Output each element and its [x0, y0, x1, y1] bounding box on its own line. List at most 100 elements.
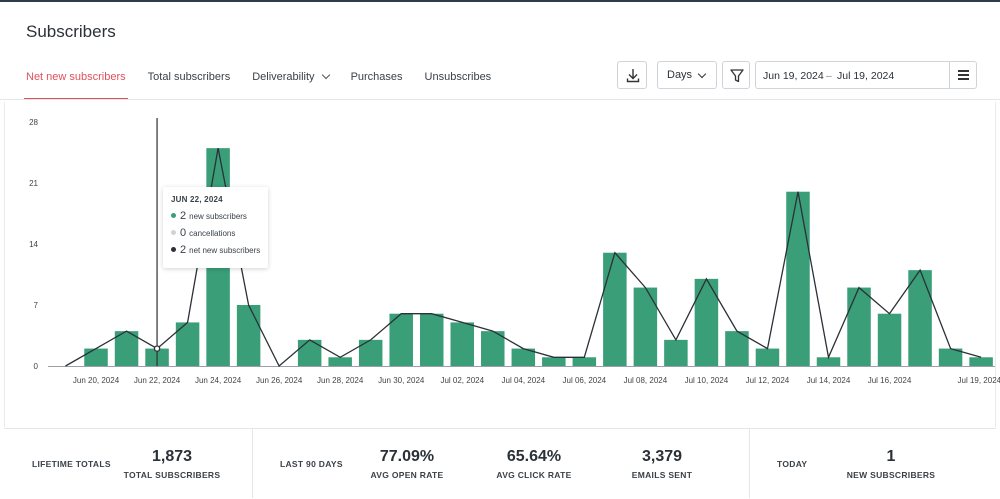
tab-purchases[interactable]: Purchases: [350, 71, 403, 83]
x-tick-label: Jul 14, 2024: [807, 376, 851, 385]
y-tick-label: 7: [34, 301, 39, 310]
stats-divider: [749, 429, 750, 498]
top-border: [0, 0, 1000, 2]
legend-dot: [171, 230, 176, 235]
bar: [908, 270, 932, 366]
tooltip-value: 2: [180, 244, 187, 256]
bar: [450, 322, 475, 366]
chevron-down-icon: [697, 69, 707, 79]
bar: [297, 339, 322, 366]
tab-unsubscribes[interactable]: Unsubscribes: [424, 71, 492, 83]
tooltip-label: cancellations: [189, 229, 236, 238]
bar: [969, 357, 993, 366]
total-subscribers-label: TOTAL SUBSCRIBERS: [123, 470, 221, 480]
y-tick-label: 21: [29, 179, 38, 188]
x-tick-label: Jun 20, 2024: [73, 376, 120, 385]
tooltip-value: 0: [180, 227, 187, 239]
tooltip-row-new: 2 new subscribers: [171, 210, 247, 222]
legend-dot: [171, 247, 176, 252]
total-subscribers-value: 1,873: [151, 448, 193, 465]
tooltip-value: 2: [180, 210, 187, 222]
hover-point: [153, 345, 161, 352]
date-from[interactable]: Jun 19, 2024: [763, 70, 824, 82]
bar: [511, 348, 536, 366]
bar: [84, 348, 108, 366]
tab-net-new-subscribers[interactable]: Net new subscribers: [24, 66, 128, 100]
x-tick-label: Jun 24, 2024: [195, 376, 242, 385]
x-tick-label: Jul 10, 2024: [685, 376, 729, 385]
chart-tooltip: JUN 22, 2024 2 new subscribers 0 cancellat…: [163, 187, 268, 268]
bar: [572, 357, 597, 366]
x-tick-label: Jul 08, 2024: [624, 376, 668, 385]
interval-value: Days: [667, 69, 693, 81]
y-tick-label: 28: [29, 118, 38, 127]
x-tick-label: Jun 30, 2024: [378, 376, 425, 385]
bar: [358, 339, 383, 366]
filter-button[interactable]: [722, 61, 750, 89]
tooltip-date: JUN 22, 2024: [171, 195, 223, 204]
filter-icon: [730, 69, 744, 83]
bar: [664, 339, 688, 366]
date-separator: –: [826, 70, 832, 82]
tab-deliverability-label: Deliverability: [252, 71, 315, 83]
bar: [603, 252, 627, 366]
net-series-line: [65, 147, 982, 368]
net-new-subscribers-chart: 0 7 14 21 28 Jun 20, 2024 Jun 22, 2024 Jun 24, …: [29, 118, 1000, 385]
tooltip-label: new subscribers: [189, 212, 247, 221]
x-tick-label: Jul 04, 2024: [502, 376, 546, 385]
tab-deliverability[interactable]: Deliverability: [252, 66, 330, 100]
stats-divider: [252, 429, 253, 498]
report-tabs: Net new subscribers Total subscribers De…: [24, 66, 513, 100]
bar: [419, 313, 444, 366]
new-subscribers-label: NEW SUBSCRIBERS: [846, 470, 936, 480]
bar: [114, 331, 139, 366]
bar: [847, 287, 871, 366]
chart-card: [4, 102, 996, 427]
last-90-days-label: LAST 90 DAYS: [280, 459, 343, 469]
tab-total-subscribers[interactable]: Total subscribers: [147, 71, 231, 83]
menu-icon-bar: [958, 78, 969, 80]
date-to[interactable]: Jul 19, 2024: [837, 70, 895, 82]
bar: [755, 348, 780, 366]
lifetime-totals-label: LIFETIME TOTALS: [32, 459, 111, 469]
bar: [694, 278, 719, 366]
bar: [481, 331, 505, 366]
x-tick-label: Jun 26, 2024: [256, 376, 303, 385]
chevron-down-icon: [321, 70, 330, 80]
bar: [542, 357, 566, 366]
bar: [236, 305, 261, 366]
x-tick-label: Jul 12, 2024: [746, 376, 790, 385]
emails-sent-value: 3,379: [641, 448, 683, 465]
bar: [725, 331, 749, 366]
today-label: TODAY: [777, 459, 808, 469]
menu-icon-bar: [958, 70, 969, 72]
page-title: Subscribers: [26, 22, 116, 41]
tabs-divider: [0, 99, 1000, 100]
menu-button[interactable]: [949, 62, 976, 88]
bar: [877, 313, 902, 366]
download-button[interactable]: [617, 61, 647, 89]
avg-click-rate-value: 65.64%: [506, 448, 562, 465]
emails-sent-label: EMAILS SENT: [631, 470, 693, 480]
stats-bar: LIFETIME TOTALS 1,873 TOTAL SUBSCRIBERS …: [4, 428, 996, 498]
bar: [938, 348, 963, 366]
y-tick-label: 14: [29, 240, 38, 249]
bar: [816, 357, 841, 366]
tooltip-row-net: 2 net new subscribers: [171, 244, 260, 256]
menu-icon-bar: [958, 74, 969, 76]
x-tick-label: Jul 19, 2024: [958, 376, 1000, 385]
avg-open-rate-value: 77.09%: [379, 448, 435, 465]
interval-select[interactable]: Days: [657, 61, 717, 89]
x-tick-label: Jul 06, 2024: [563, 376, 607, 385]
bar: [175, 322, 200, 366]
tooltip-row-cancellations: 0 cancellations: [171, 227, 235, 239]
x-tick-label: Jul 02, 2024: [440, 376, 484, 385]
avg-click-rate-label: AVG CLICK RATE: [496, 470, 572, 480]
date-range-picker[interactable]: Jun 19, 2024 – Jul 19, 2024: [755, 61, 977, 89]
avg-open-rate-label: AVG OPEN RATE: [370, 470, 444, 480]
x-tick-label: Jul 16, 2024: [868, 376, 912, 385]
new-subscribers-value: 1: [886, 448, 896, 465]
bar: [389, 313, 413, 366]
bar: [786, 191, 810, 366]
x-tick-label: Jun 22, 2024: [134, 376, 181, 385]
